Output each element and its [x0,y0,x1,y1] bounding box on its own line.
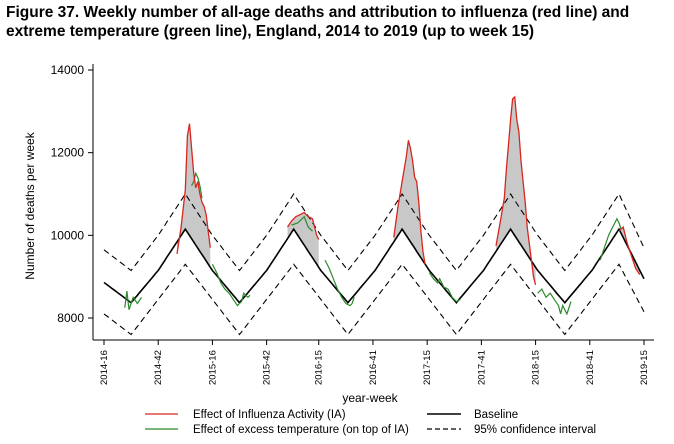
y-axis-title: Number of deaths per week [23,131,37,279]
x-tick-label: 2017-15 [422,350,433,385]
temperature-effect-line-4 [291,215,313,232]
legend-label-confidence-interval: 95% confidence interval [474,424,596,436]
temperature-effect-line-5 [324,259,355,307]
influenza-effect-layer [176,95,641,286]
x-tick-label: 2018-41 [585,350,596,385]
baseline-line [103,227,645,304]
x-tick-label: 2016-15 [314,350,325,385]
observed-excess-fill-3 [393,140,426,265]
legend-label-temperature: Effect of excess temperature (on top of … [193,424,409,436]
temperature-effect-line-6 [428,272,461,303]
influenza-effect-line-3 [393,140,426,265]
temperature-effect-line-3 [211,264,251,307]
x-tick-label: 2017-41 [476,350,487,385]
x-tick-label: 2015-42 [262,350,273,385]
x-tick-label: 2015-16 [207,350,218,385]
ci-upper-line [103,192,645,272]
x-tick-label: 2014-16 [99,350,110,385]
x-axis-title: year-week [342,391,398,405]
observed-excess-fill-1 [177,123,211,268]
figure-title: Figure 37. Weekly number of all-age deat… [6,4,630,40]
x-tick-label: 2014-42 [153,350,164,385]
baseline-layer [103,227,645,304]
confidence-interval-layer [103,192,645,336]
x-ticks: 2014-16 2014-42 2015-16 2015-42 2016-15 2016-… [99,340,650,385]
temperature-effect-line-1 [124,291,143,310]
influenza-effect-line-5 [618,225,641,275]
temperature-effect-layer [124,171,622,316]
legend-label-influenza: Effect of Influenza Activity (IA) [193,409,346,421]
temperature-effect-line-7 [537,288,572,316]
y-ticks: 8000 10000 12000 14000 [51,63,93,325]
observed-excess-fill-2 [287,212,319,268]
influenza-effect-line-2 [286,211,320,240]
y-tick-label: 12000 [51,146,85,160]
x-tick-label: 2016-41 [368,350,379,385]
observed-excess-fill-4 [496,96,536,285]
x-tick-label: 2019-15 [639,350,650,385]
y-tick-label: 10000 [51,228,85,242]
y-tick-label: 8000 [57,311,84,325]
temperature-effect-line-2 [191,171,203,199]
legend-label-baseline: Baseline [474,409,518,421]
temperature-effect-line-8 [599,217,622,261]
ci-lower-line [103,263,645,336]
influenza-effect-line-4 [495,95,537,286]
influenza-effect-line-1 [176,123,211,254]
observed-deaths-fill-layer [177,96,640,285]
x-tick-label: 2018-15 [531,350,542,385]
legend: Effect of Influenza Activity (IA) Effect… [145,409,596,436]
y-tick-label: 14000 [51,63,85,77]
